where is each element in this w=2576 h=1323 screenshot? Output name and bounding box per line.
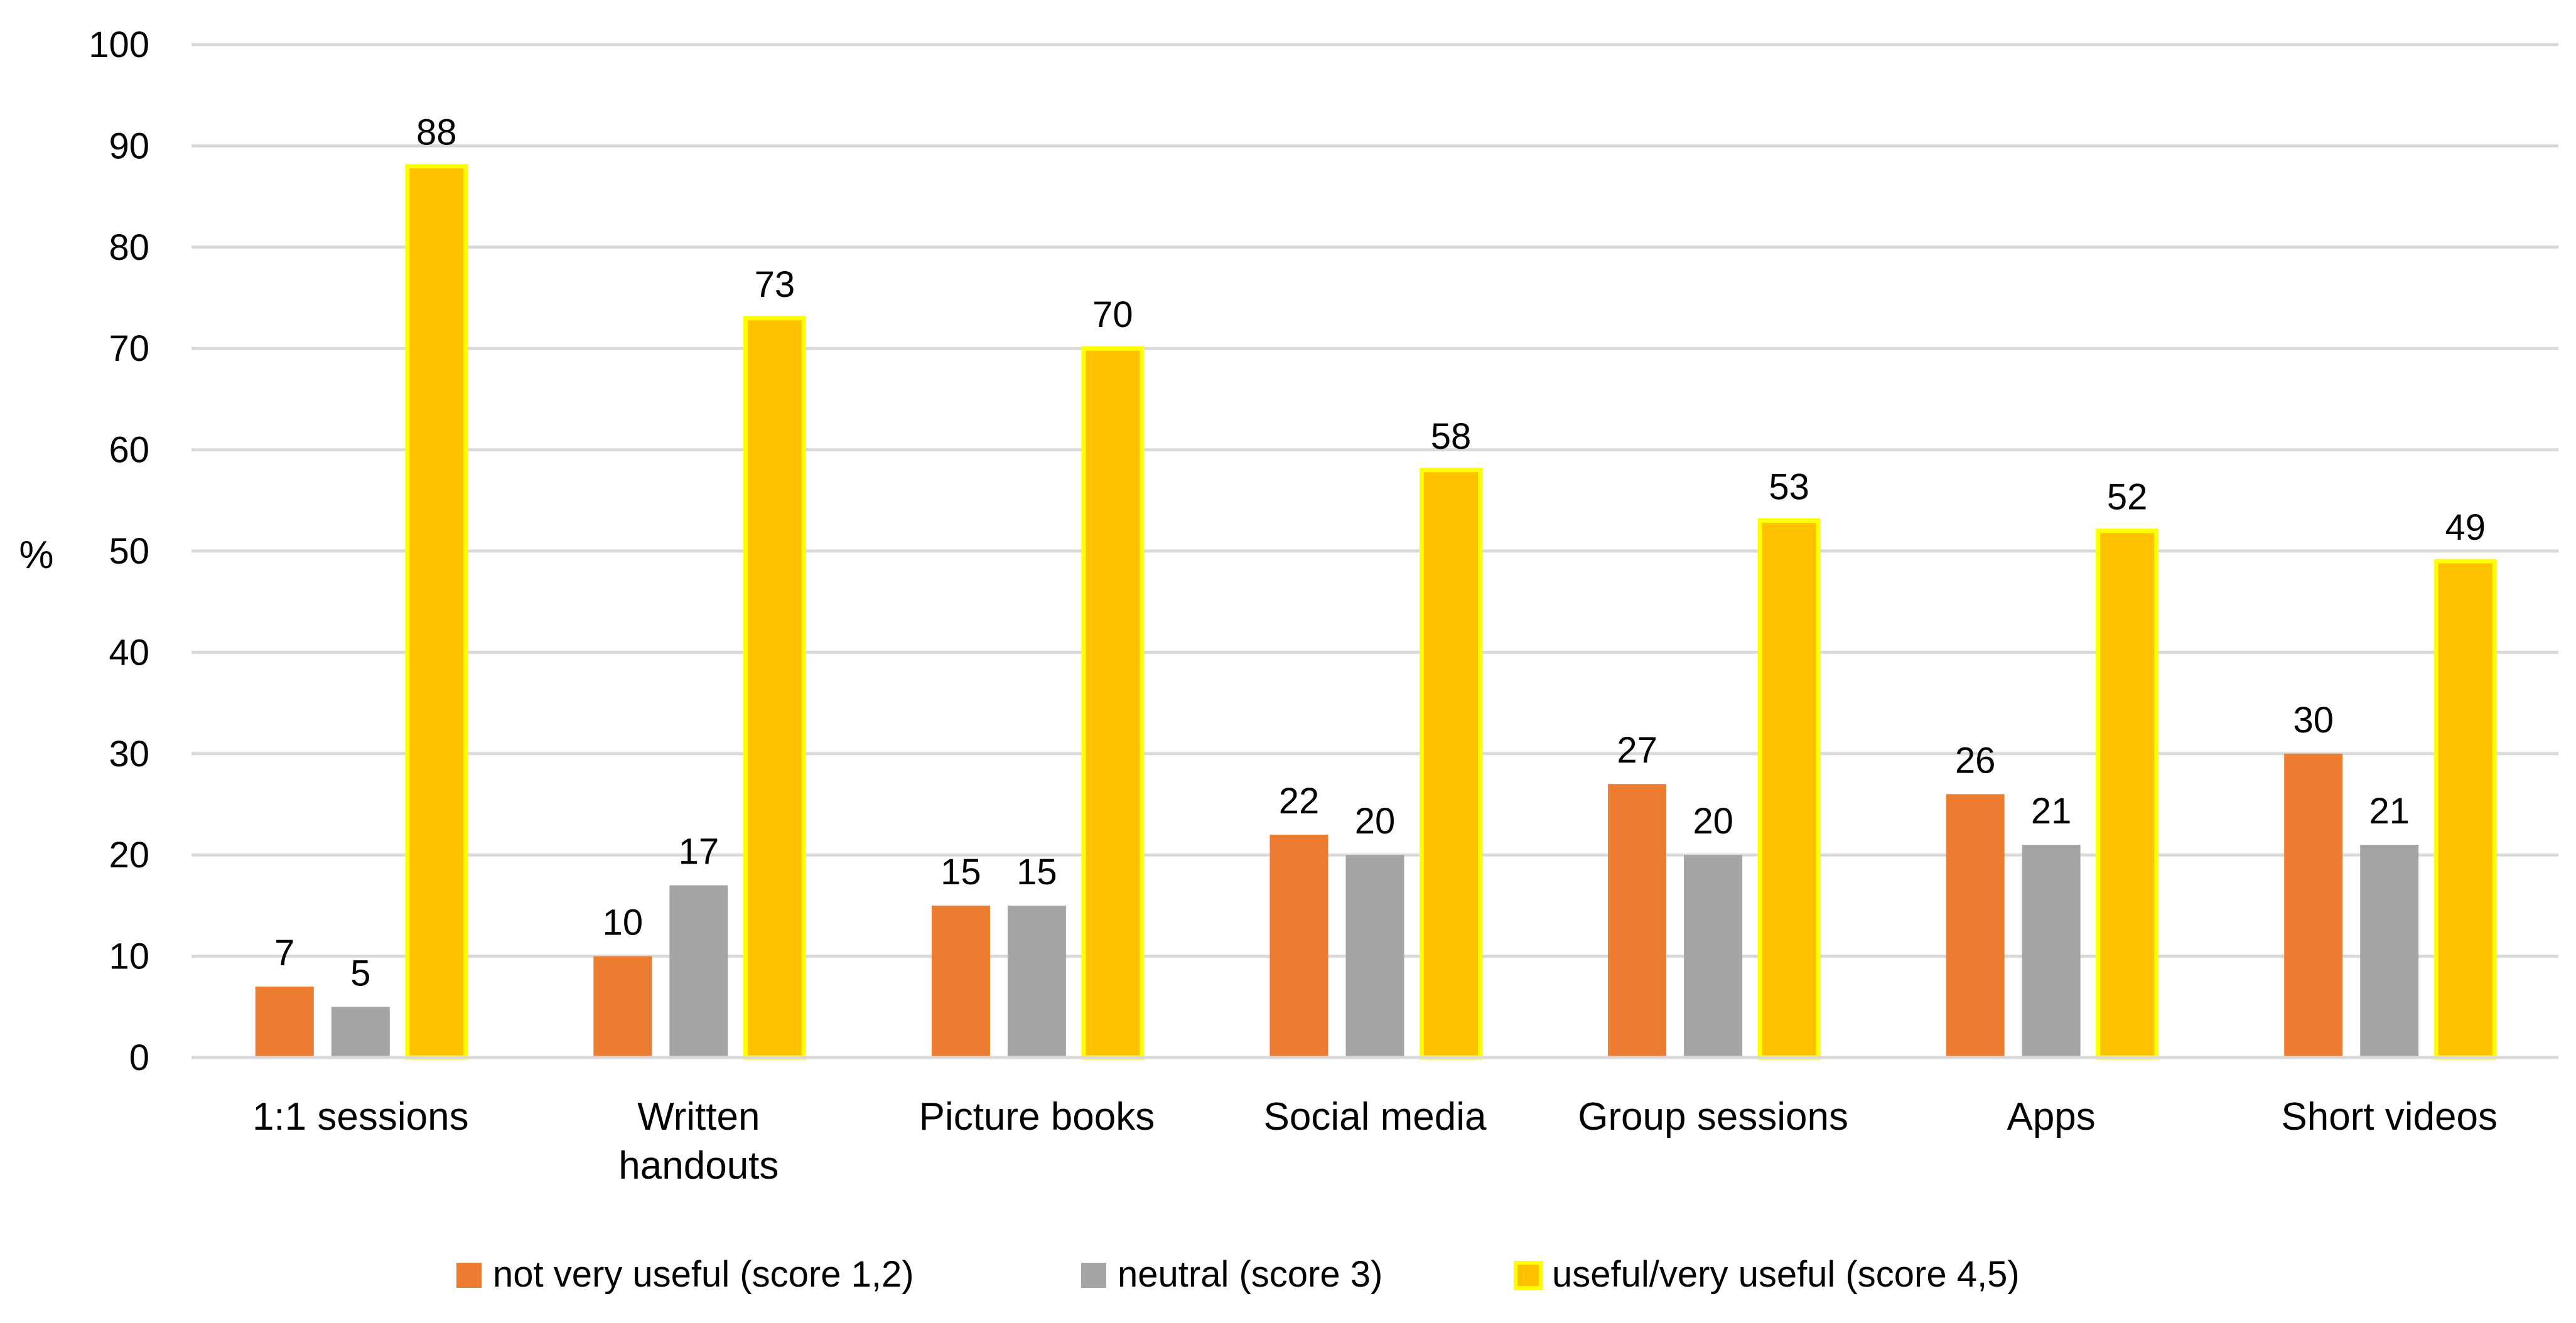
bar <box>593 956 652 1058</box>
bar <box>1420 468 1482 1060</box>
x-tick-label: Written handouts <box>618 1095 779 1187</box>
data-label: 20 <box>1355 801 1396 842</box>
y-tick-label: 80 <box>109 227 149 268</box>
legend-label: neutral (score 3) <box>1118 1254 1382 1295</box>
data-label: 20 <box>1693 801 1733 842</box>
data-label: 15 <box>940 852 981 892</box>
legend-label: not very useful (score 1,2) <box>493 1254 914 1295</box>
x-axis: 1:1 sessions Written handouts Picture books… <box>191 1056 2558 1187</box>
data-label: 22 <box>1279 781 1320 822</box>
bars <box>255 164 2497 1060</box>
data-label: 53 <box>1769 467 1809 508</box>
x-tick-label: Picture books <box>919 1095 1155 1138</box>
data-label: 58 <box>1431 416 1472 457</box>
legend: not very useful (score 1,2) neutral (scor… <box>456 1254 2020 1295</box>
bar <box>931 905 990 1058</box>
data-label: 88 <box>416 112 457 153</box>
bar <box>669 885 728 1058</box>
bar <box>1757 518 1821 1060</box>
bar <box>405 164 468 1060</box>
bar <box>1684 855 1743 1058</box>
bar <box>331 1007 390 1058</box>
bar <box>255 987 314 1058</box>
gridlines <box>191 43 2558 958</box>
legend-swatch <box>456 1263 482 1288</box>
y-tick-label: 70 <box>109 328 149 369</box>
data-label: 26 <box>1955 740 1996 781</box>
x-tick-label: Short videos <box>2281 1095 2498 1138</box>
data-label: 5 <box>350 953 370 994</box>
data-label: 49 <box>2445 507 2486 548</box>
y-tick-label: 20 <box>109 835 149 876</box>
bar <box>2022 845 2081 1058</box>
y-tick-label: 90 <box>109 126 149 166</box>
bar <box>2096 528 2159 1060</box>
y-tick-label: 10 <box>109 936 149 977</box>
y-axis: 0 10 20 30 40 50 60 70 80 90 100 <box>89 24 149 1078</box>
x-tick-label: 1:1 sessions <box>252 1095 469 1138</box>
bar <box>1345 855 1404 1058</box>
data-label: 73 <box>755 264 795 305</box>
bar <box>1608 784 1667 1058</box>
bar <box>2360 845 2419 1058</box>
x-tick-label: Group sessions <box>1578 1095 1848 1138</box>
data-label: 10 <box>603 903 644 943</box>
legend-swatch <box>1081 1263 1106 1288</box>
x-tick-label: Apps <box>2007 1095 2095 1138</box>
bar <box>2284 753 2343 1058</box>
y-tick-label: 50 <box>109 531 149 572</box>
data-label: 30 <box>2293 700 2334 741</box>
x-tick-label: Social media <box>1264 1095 1487 1138</box>
data-labels: 7 5 88 10 17 73 15 15 70 22 20 58 27 20 53 26 21 52 30 21 49 <box>274 112 2486 994</box>
data-label: 15 <box>1016 852 1057 892</box>
y-tick-label: 40 <box>109 632 149 673</box>
y-tick-label: 30 <box>109 734 149 774</box>
data-label: 17 <box>679 832 719 872</box>
y-axis-title: % <box>19 533 53 577</box>
y-tick-label: 60 <box>109 430 149 471</box>
bar <box>2433 559 2497 1060</box>
y-tick-label: 100 <box>89 24 149 65</box>
bar <box>1081 346 1145 1060</box>
data-label: 7 <box>274 933 294 973</box>
data-label: 21 <box>2031 791 2072 832</box>
data-label: 52 <box>2107 477 2148 518</box>
data-label: 70 <box>1092 294 1133 335</box>
data-label: 21 <box>2369 791 2410 832</box>
bar <box>1269 834 1328 1058</box>
y-tick-label: 0 <box>129 1037 149 1078</box>
bar <box>1007 905 1066 1058</box>
data-label: 27 <box>1617 730 1657 771</box>
legend-swatch <box>1514 1261 1543 1290</box>
legend-label: useful/very useful (score 4,5) <box>1552 1254 2020 1295</box>
bar <box>743 316 806 1060</box>
bar <box>1946 794 2005 1058</box>
